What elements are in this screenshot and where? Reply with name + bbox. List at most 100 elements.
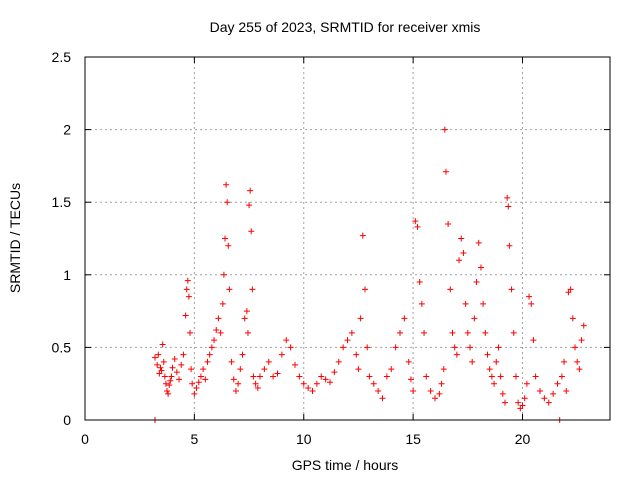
data-point (523, 380, 530, 387)
data-point (460, 250, 467, 257)
data-point (331, 369, 338, 376)
data-point (488, 373, 495, 380)
data-point (440, 366, 447, 373)
data-point (366, 373, 373, 380)
data-point (191, 390, 198, 397)
x-tick-label: 5 (190, 431, 198, 447)
data-point (357, 315, 364, 322)
data-point (237, 366, 244, 373)
data-point (362, 286, 368, 293)
data-point (427, 387, 434, 394)
data-point (405, 358, 412, 365)
data-point (318, 373, 325, 380)
y-tick-label: 1.5 (52, 194, 72, 210)
data-point (167, 377, 174, 384)
data-point (576, 366, 583, 373)
data-point (219, 300, 226, 307)
data-point (166, 382, 173, 389)
data-point (379, 395, 386, 402)
data-point (195, 379, 202, 386)
data-point (157, 364, 164, 371)
y-tick-label: 1 (63, 267, 71, 283)
plot-frame (84, 56, 611, 421)
data-point (188, 366, 195, 373)
data-point (206, 351, 213, 358)
data-point (200, 366, 207, 373)
data-point (226, 286, 233, 293)
data-point (178, 361, 185, 368)
data-point (202, 376, 209, 383)
data-point (578, 337, 585, 344)
data-point (462, 300, 469, 307)
y-tick-label: 2 (63, 122, 71, 138)
data-point (471, 315, 478, 322)
data-point (171, 356, 178, 363)
data-point (160, 358, 167, 365)
chart-title: Day 255 of 2023, SRMTID for receiver xmi… (210, 19, 481, 35)
x-tick-label: 0 (81, 431, 89, 447)
data-point (168, 373, 175, 380)
data-point (189, 380, 196, 387)
data-point (495, 344, 502, 351)
data-point (451, 344, 458, 351)
data-point (499, 390, 506, 397)
data-point (208, 344, 215, 351)
data-point (254, 385, 261, 392)
data-point (173, 369, 180, 376)
data-point (250, 373, 257, 380)
data-point (359, 232, 366, 239)
y-tick-label: 2.5 (52, 49, 72, 65)
data-point (155, 351, 162, 358)
data-point (232, 387, 239, 394)
data-point (161, 373, 168, 380)
data-point (453, 351, 460, 358)
data-point (224, 199, 231, 206)
data-point (335, 358, 342, 365)
data-point (164, 387, 171, 394)
data-point (423, 373, 430, 380)
data-point (438, 380, 445, 387)
data-point (239, 351, 246, 358)
data-point (532, 373, 539, 380)
data-point (287, 344, 294, 351)
data-point (574, 358, 581, 365)
data-point (421, 329, 428, 336)
data-point (213, 326, 220, 333)
data-point (180, 351, 187, 358)
data-point (477, 264, 484, 271)
x-tick-label: 10 (296, 431, 312, 447)
data-point (410, 387, 417, 394)
data-point (193, 385, 200, 392)
data-point (480, 300, 487, 307)
data-point (512, 373, 519, 380)
data-point (558, 373, 565, 380)
data-point (215, 315, 222, 322)
data-point (375, 387, 382, 394)
data-point (247, 187, 254, 194)
data-point (158, 367, 165, 374)
data-point (469, 358, 476, 365)
data-point (261, 366, 268, 373)
data-point (182, 312, 189, 319)
data-point (300, 380, 307, 387)
data-point (541, 395, 548, 402)
data-point (407, 376, 414, 383)
data-point (265, 358, 272, 365)
data-point (252, 380, 259, 387)
data-point (418, 300, 425, 307)
data-point (537, 387, 543, 394)
data-point (270, 373, 277, 380)
data-point (545, 399, 552, 406)
data-point (313, 380, 320, 387)
data-point (353, 351, 360, 358)
data-point (526, 293, 533, 300)
data-point (223, 181, 230, 188)
data-point (567, 286, 574, 293)
data-point (235, 380, 242, 387)
data-point (296, 373, 303, 380)
data-point (355, 366, 362, 373)
data-point (497, 373, 504, 380)
data-point (211, 337, 218, 344)
data-point (473, 279, 480, 286)
